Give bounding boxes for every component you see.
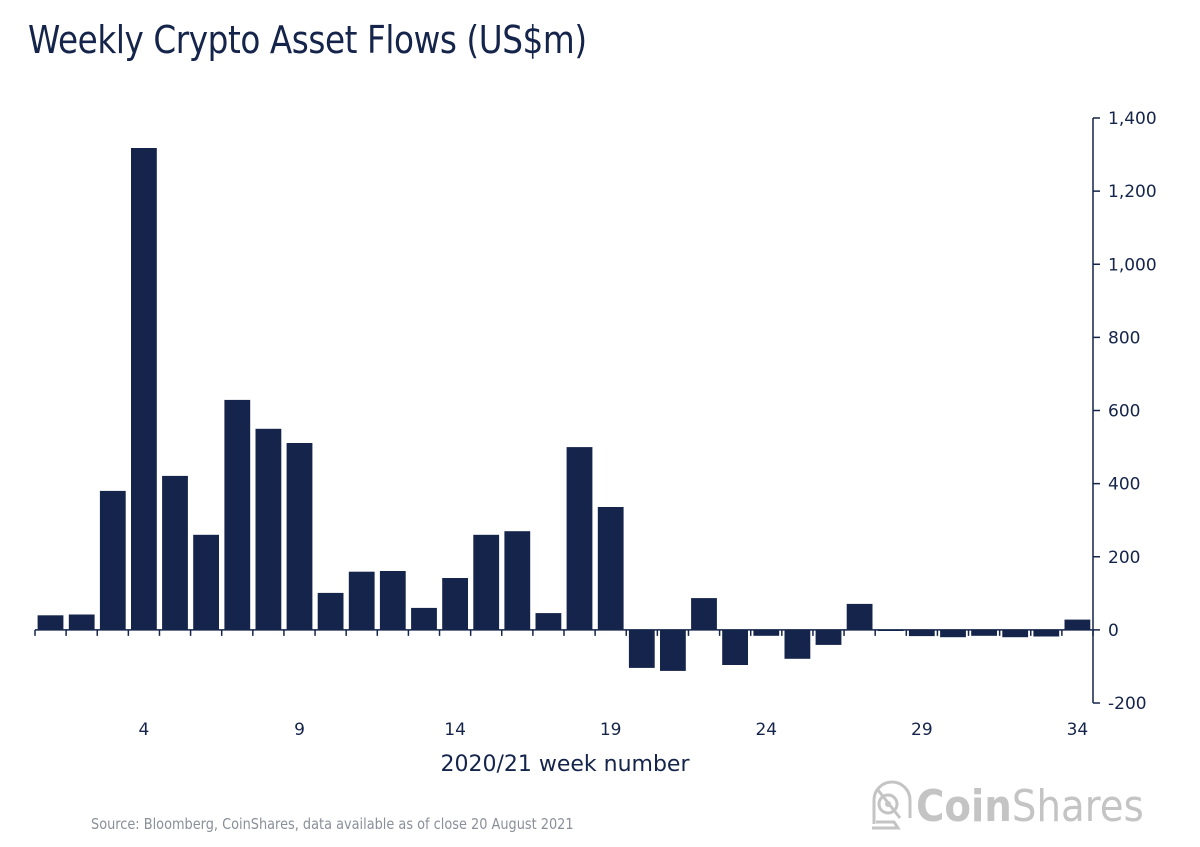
bar-week-16 bbox=[504, 531, 531, 630]
bar-week-22 bbox=[691, 598, 717, 630]
bar-week-29 bbox=[908, 629, 935, 637]
bar-week-25 bbox=[784, 629, 811, 659]
bar-week-4 bbox=[131, 148, 157, 630]
astronaut-helmet-icon bbox=[872, 780, 912, 830]
y-tick-label: 800 bbox=[1108, 328, 1140, 348]
coinshares-logo: CoinShares bbox=[868, 778, 1175, 834]
x-tick-label: 9 bbox=[294, 720, 305, 740]
x-tick-label: 4 bbox=[138, 720, 149, 740]
y-tick-label: 400 bbox=[1108, 475, 1140, 495]
y-tick-label: 1,200 bbox=[1108, 182, 1157, 202]
bar-week-19 bbox=[597, 507, 624, 630]
bar-week-20 bbox=[628, 629, 655, 668]
y-tick-label: 1,400 bbox=[1108, 109, 1157, 129]
bar-week-27 bbox=[846, 603, 873, 630]
x-tick-label: 24 bbox=[755, 720, 777, 740]
bars-group bbox=[37, 148, 1091, 671]
bar-week-8 bbox=[255, 428, 282, 630]
bar-week-10 bbox=[317, 592, 344, 630]
y-axis: -200 0 200 400 600 800 1,000 1,200 1,400 bbox=[1092, 109, 1157, 714]
y-tick-label: 200 bbox=[1108, 548, 1140, 568]
bar-week-15 bbox=[473, 534, 500, 630]
x-tick-label: 19 bbox=[600, 720, 622, 740]
bar-week-5 bbox=[162, 475, 188, 630]
bar-week-14 bbox=[442, 578, 468, 630]
bar-week-13 bbox=[411, 607, 437, 630]
chart-title: Weekly Crypto Asset Flows (US$m) bbox=[28, 18, 587, 62]
bar-week-9 bbox=[286, 443, 313, 630]
x-tick-label: 14 bbox=[444, 720, 466, 740]
logo-text-bold: Coin bbox=[916, 780, 1012, 832]
x-tick-label: 34 bbox=[1067, 720, 1089, 740]
x-axis-title: 2020/21 week number bbox=[440, 752, 690, 777]
x-axis: 4 9 14 19 24 29 34 bbox=[34, 629, 1094, 740]
bar-week-18 bbox=[566, 447, 593, 630]
bar-week-32 bbox=[1002, 629, 1029, 638]
bar-week-34 bbox=[1064, 619, 1091, 630]
bar-week-33 bbox=[1033, 629, 1060, 637]
bar-week-7 bbox=[224, 399, 251, 630]
bar-week-26 bbox=[815, 629, 842, 645]
logo-text: CoinShares bbox=[916, 781, 1144, 832]
bar-week-21 bbox=[660, 629, 686, 671]
bar-week-12 bbox=[379, 571, 406, 630]
bar-week-23 bbox=[722, 629, 748, 665]
bar-week-24 bbox=[753, 629, 780, 636]
bar-week-11 bbox=[348, 571, 375, 630]
y-tick-label: 0 bbox=[1108, 621, 1119, 641]
bar-week-1 bbox=[37, 615, 64, 630]
y-tick-label: 600 bbox=[1108, 402, 1140, 422]
bar-week-17 bbox=[535, 613, 562, 630]
bar-week-6 bbox=[193, 534, 219, 630]
bar-week-2 bbox=[68, 614, 95, 630]
x-tick-label: 29 bbox=[911, 720, 933, 740]
logo-text-regular: Shares bbox=[1011, 780, 1144, 832]
y-tick-label: -200 bbox=[1108, 694, 1147, 714]
bar-week-31 bbox=[971, 629, 997, 636]
bar-week-30 bbox=[940, 629, 966, 638]
bar-week-3 bbox=[99, 490, 126, 630]
source-note: Source: Bloomberg, CoinShares, data avai… bbox=[91, 815, 574, 833]
y-tick-label: 1,000 bbox=[1108, 255, 1157, 275]
